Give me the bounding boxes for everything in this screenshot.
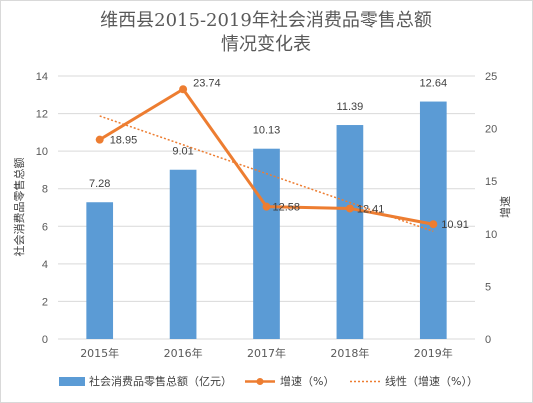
right-tick-label: 10 [485, 229, 497, 241]
left-axis-title: 社会消费品零售总额 [12, 158, 26, 257]
category-label: 2017年 [247, 346, 286, 360]
legend-label-bar: 社会消费品零售总额（亿元） [89, 374, 232, 388]
bar [253, 148, 280, 339]
growth-point [95, 135, 104, 144]
bar-value-label: 7.28 [89, 178, 110, 190]
bar [169, 169, 197, 339]
category-axis-labels: 2015年 2016年 2017年 2018年 2019年 [80, 346, 453, 360]
bar-value-label: 12.64 [420, 78, 448, 90]
trendline-series [99, 115, 434, 233]
growth-point [262, 202, 271, 211]
trendline [99, 115, 434, 233]
chart-title-line-2: 情况变化表 [221, 34, 311, 55]
growth-point [429, 220, 438, 229]
right-axis-ticks: 0 5 10 15 20 25 [485, 71, 497, 346]
legend-swatch-bar [59, 377, 85, 386]
growth-point [179, 85, 188, 94]
bar [86, 202, 114, 339]
category-label: 2016年 [164, 346, 203, 360]
right-tick-label: 25 [485, 71, 497, 83]
chart-title-line-1: 维西县2015-2019年社会消费品零售总额 [100, 10, 432, 31]
category-label: 2018年 [330, 346, 369, 360]
bar-value-label: 9.01 [172, 146, 193, 158]
growth-value-label: 10.91 [441, 219, 469, 231]
category-label: 2019年 [414, 346, 453, 360]
legend-swatch-marker [256, 378, 264, 385]
left-tick-label: 6 [42, 221, 48, 233]
left-tick-label: 0 [42, 334, 48, 346]
line-data-labels: 18.95 23.74 12.58 12.41 10.91 [110, 77, 469, 231]
bar-value-label: 10.13 [253, 125, 281, 137]
left-tick-label: 2 [42, 296, 48, 308]
bar-series [86, 101, 447, 339]
bar-value-label: 11.39 [337, 101, 364, 113]
legend-label-trendline: 线性（增速（%）） [385, 374, 478, 388]
right-axis-title: 增速 [498, 196, 512, 218]
left-tick-label: 10 [36, 146, 48, 158]
left-axis-ticks: 0 2 4 6 8 10 12 14 [36, 71, 48, 346]
growth-value-label: 18.95 [110, 135, 138, 147]
right-tick-label: 5 [485, 281, 491, 293]
left-tick-label: 12 [36, 109, 48, 121]
right-tick-label: 0 [485, 334, 491, 346]
bar-data-labels: 7.28 9.01 10.13 11.39 12.64 [89, 78, 447, 191]
growth-value-label: 23.74 [193, 77, 221, 89]
left-tick-label: 4 [42, 259, 48, 271]
growth-value-label: 12.58 [273, 202, 301, 214]
legend: 社会消费品零售总额（亿元） 增速（%） 线性（增速（%）） [59, 374, 478, 388]
left-tick-label: 8 [42, 184, 48, 196]
left-tick-label: 14 [36, 71, 48, 83]
chart-title: 维西县2015-2019年社会消费品零售总额 情况变化表 [100, 10, 432, 55]
legend-label-line: 增速（%） [280, 374, 334, 388]
right-tick-label: 20 [485, 124, 497, 136]
growth-point [345, 204, 354, 213]
right-tick-label: 15 [485, 176, 497, 188]
category-label: 2015年 [80, 346, 119, 360]
line-series [95, 85, 438, 229]
growth-value-label: 12.41 [357, 203, 385, 215]
bar [336, 125, 364, 339]
